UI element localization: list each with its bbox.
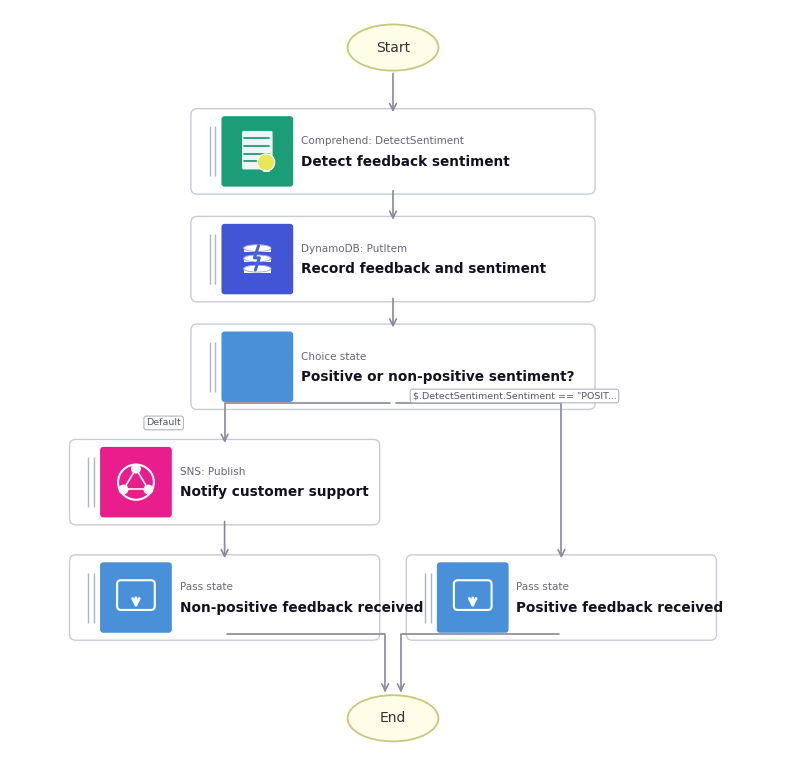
Text: Start: Start (376, 41, 410, 55)
Circle shape (119, 485, 128, 494)
FancyBboxPatch shape (222, 331, 293, 402)
FancyBboxPatch shape (69, 555, 380, 640)
FancyBboxPatch shape (242, 131, 273, 169)
Text: Non-positive feedback received: Non-positive feedback received (180, 601, 423, 615)
Circle shape (257, 154, 275, 171)
Ellipse shape (244, 266, 271, 272)
Text: Record feedback and sentiment: Record feedback and sentiment (301, 262, 546, 276)
Bar (244, 258, 271, 262)
Text: Default: Default (146, 418, 181, 428)
Ellipse shape (347, 25, 439, 70)
FancyBboxPatch shape (191, 109, 595, 194)
FancyBboxPatch shape (222, 116, 293, 187)
FancyBboxPatch shape (437, 562, 509, 633)
Text: Pass state: Pass state (180, 582, 233, 592)
Text: $.DetectSentiment.Sentiment == "POSIT...: $.DetectSentiment.Sentiment == "POSIT... (413, 391, 616, 401)
FancyBboxPatch shape (222, 224, 293, 294)
Text: SNS: Publish: SNS: Publish (180, 467, 245, 477)
Text: Positive or non-positive sentiment?: Positive or non-positive sentiment? (301, 370, 575, 384)
Text: ?: ? (254, 358, 261, 371)
FancyBboxPatch shape (191, 324, 595, 409)
Bar (244, 268, 271, 273)
FancyBboxPatch shape (100, 447, 172, 517)
FancyBboxPatch shape (191, 216, 595, 302)
Circle shape (143, 485, 153, 494)
FancyBboxPatch shape (406, 555, 717, 640)
Ellipse shape (347, 696, 439, 741)
Text: Notify customer support: Notify customer support (180, 486, 369, 499)
Text: Comprehend: DetectSentiment: Comprehend: DetectSentiment (301, 136, 464, 146)
FancyBboxPatch shape (69, 439, 380, 525)
Text: End: End (380, 711, 406, 726)
Text: Positive feedback received: Positive feedback received (516, 601, 724, 615)
Ellipse shape (244, 245, 271, 252)
Text: Choice state: Choice state (301, 351, 366, 361)
Text: Detect feedback sentiment: Detect feedback sentiment (301, 154, 510, 168)
Circle shape (131, 464, 141, 473)
Text: DynamoDB: PutItem: DynamoDB: PutItem (301, 244, 407, 254)
Bar (244, 248, 271, 252)
Text: Pass state: Pass state (516, 582, 569, 592)
Ellipse shape (244, 255, 271, 262)
FancyBboxPatch shape (100, 562, 172, 633)
